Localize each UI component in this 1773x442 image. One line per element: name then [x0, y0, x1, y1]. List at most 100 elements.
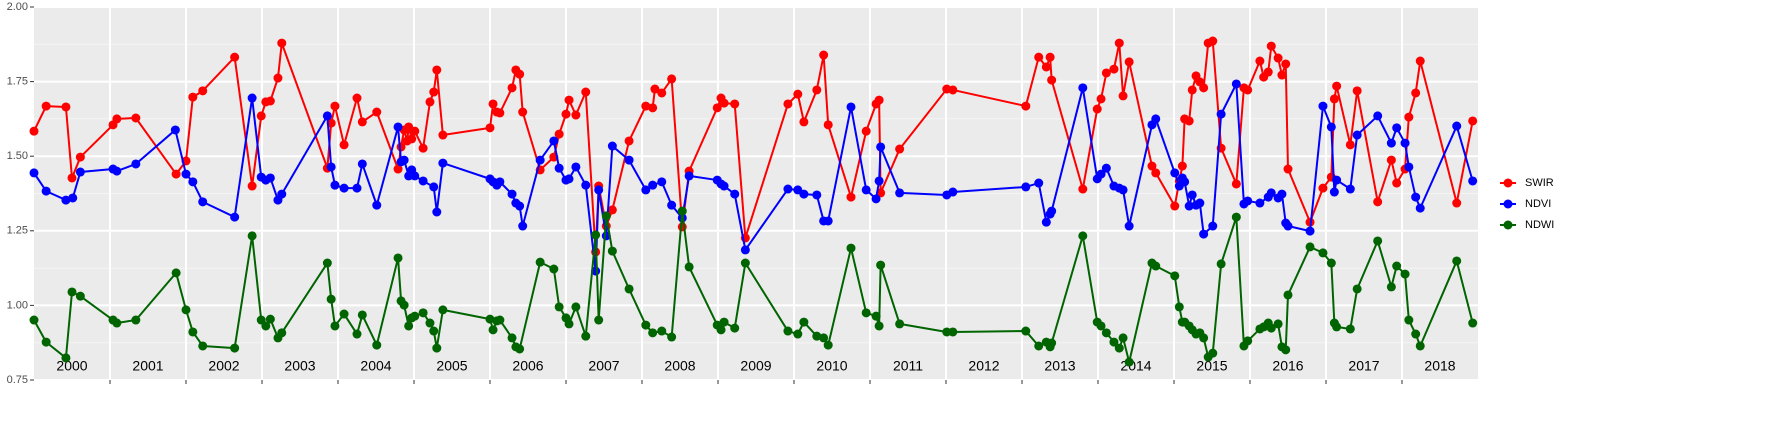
point: [339, 140, 349, 150]
point: [495, 315, 505, 325]
point: [67, 173, 77, 183]
point: [740, 245, 750, 255]
point: [1452, 121, 1462, 131]
point: [339, 309, 349, 319]
point: [507, 83, 517, 93]
point: [793, 329, 803, 339]
point: [535, 155, 545, 165]
point: [1452, 198, 1462, 208]
point: [1373, 111, 1383, 121]
legend-point: [1503, 178, 1513, 188]
point: [1411, 192, 1421, 202]
point: [607, 246, 617, 256]
point: [247, 231, 257, 241]
point: [823, 120, 833, 130]
point: [1034, 341, 1044, 351]
point: [418, 143, 428, 153]
point: [1352, 284, 1362, 294]
point: [1184, 201, 1194, 211]
year-label: 2018: [1424, 358, 1455, 374]
y-tick-label: 1.50: [7, 150, 28, 162]
point: [29, 126, 39, 136]
point: [488, 325, 498, 335]
point: [198, 197, 208, 207]
year-label: 2000: [56, 358, 87, 374]
point: [399, 300, 409, 310]
point: [181, 169, 191, 179]
point: [799, 189, 809, 199]
point: [535, 257, 545, 267]
point: [783, 184, 793, 194]
point: [399, 155, 409, 165]
point: [783, 99, 793, 109]
point: [1187, 190, 1197, 200]
point: [793, 89, 803, 99]
point: [581, 331, 591, 341]
point: [188, 92, 198, 102]
point: [1326, 258, 1336, 268]
point: [425, 318, 435, 328]
year-label: 2003: [284, 358, 315, 374]
year-label: 2007: [588, 358, 619, 374]
point: [418, 176, 428, 186]
point: [432, 207, 442, 217]
point: [1231, 212, 1241, 222]
point: [188, 177, 198, 187]
point: [247, 181, 257, 191]
point: [861, 126, 871, 136]
point: [1318, 101, 1328, 111]
point: [1187, 85, 1197, 95]
point: [607, 205, 617, 215]
point: [1404, 162, 1414, 172]
point: [624, 136, 634, 146]
y-tick-label: 1.00: [7, 299, 28, 311]
point: [393, 122, 403, 132]
point: [641, 101, 651, 111]
point: [1109, 337, 1119, 347]
point: [607, 141, 617, 151]
point: [1034, 52, 1044, 62]
point: [261, 321, 271, 331]
point: [1078, 231, 1088, 241]
point: [112, 114, 122, 124]
point: [393, 253, 403, 263]
point: [357, 117, 367, 127]
point: [730, 323, 740, 333]
point: [1411, 88, 1421, 98]
point: [1352, 86, 1362, 96]
point: [730, 99, 740, 109]
point: [846, 192, 856, 202]
point: [1263, 67, 1273, 77]
point: [1277, 189, 1287, 199]
point: [495, 177, 505, 187]
point: [515, 69, 525, 79]
point: [171, 268, 181, 278]
point: [265, 173, 275, 183]
point: [571, 162, 581, 172]
point: [339, 183, 349, 193]
year-label: 2017: [1348, 358, 1379, 374]
point: [1180, 177, 1190, 187]
point: [1373, 197, 1383, 207]
year-label: 2006: [512, 358, 543, 374]
point: [874, 95, 884, 105]
point: [1045, 52, 1055, 62]
point: [485, 314, 495, 324]
point: [410, 126, 420, 136]
point: [719, 317, 729, 327]
point: [438, 158, 448, 168]
point: [1415, 341, 1425, 351]
point: [554, 129, 564, 139]
point: [549, 136, 559, 146]
point: [1199, 229, 1209, 239]
point: [581, 87, 591, 97]
point: [895, 319, 905, 329]
point: [1208, 348, 1218, 358]
point: [948, 187, 958, 197]
point: [1468, 176, 1478, 186]
point: [799, 117, 809, 127]
point: [429, 87, 439, 97]
year-label: 2005: [436, 358, 467, 374]
point: [75, 291, 85, 301]
point: [1216, 109, 1226, 119]
